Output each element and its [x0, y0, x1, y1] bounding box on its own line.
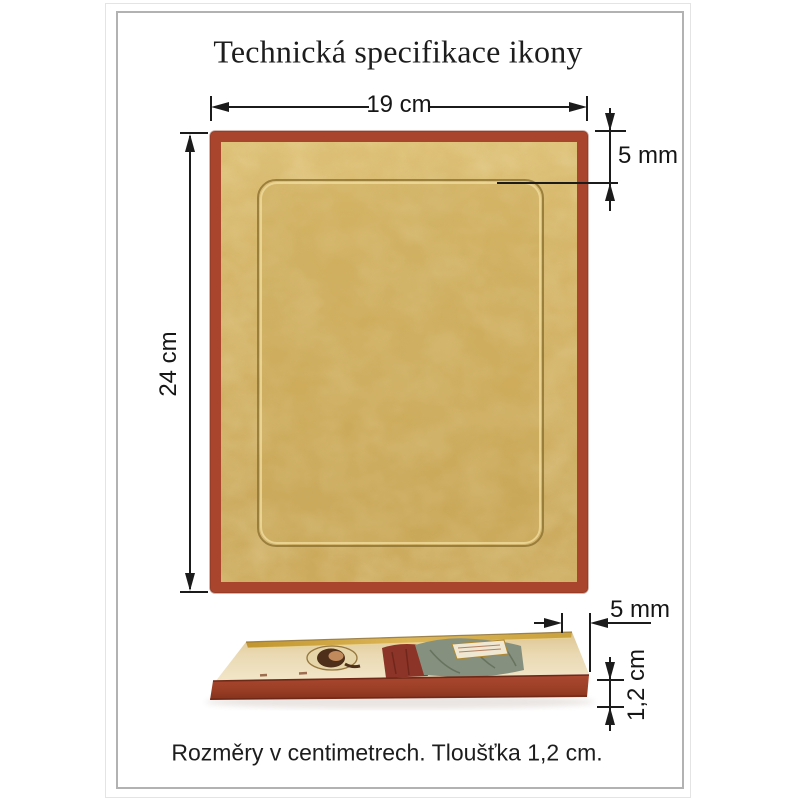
recess-depth-dimension-label: 5 mm — [618, 142, 678, 169]
thickness-dimension-label: 1,2 cm — [623, 648, 650, 722]
dimension-side-thickness — [597, 657, 624, 731]
page-title: Technická specifikace ikony — [213, 33, 583, 70]
icon-recess-groove — [257, 179, 544, 547]
arrow-right-icon — [544, 618, 562, 628]
arrow-up-icon — [605, 707, 615, 725]
arrow-left-icon — [590, 618, 608, 628]
product-image-frame — [105, 3, 691, 798]
icon-edge-red — [210, 675, 589, 700]
footer-note: Rozměry v centimetrech. Tloušťka 1,2 cm. — [171, 739, 603, 766]
arrow-down-icon — [605, 113, 615, 131]
dimension-recess-depth — [497, 108, 626, 211]
icon-front-view — [209, 130, 589, 594]
dimension-front-height — [180, 132, 208, 593]
dimension-front-width — [210, 96, 588, 121]
side-border-dimension-label: 5 mm — [610, 596, 670, 623]
dimension-side-border — [534, 613, 651, 672]
height-dimension-label: 24 cm — [155, 331, 182, 397]
arrow-down-icon — [605, 662, 615, 680]
arrow-up-icon — [605, 183, 615, 201]
width-dimension-label: 19 cm — [366, 91, 432, 118]
arrow-up-icon — [185, 134, 195, 152]
icon-gold-band — [246, 632, 572, 648]
arrow-left-icon — [211, 102, 229, 112]
saint-figure — [259, 638, 524, 678]
arrow-down-icon — [185, 573, 195, 591]
icon-side-view — [205, 631, 595, 709]
arrow-right-icon — [569, 102, 587, 112]
